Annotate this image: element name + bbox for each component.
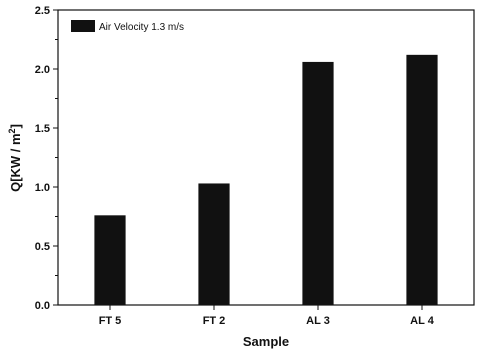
legend-label: Air Velocity 1.3 m/s xyxy=(99,22,184,33)
y-tick-label: 0.0 xyxy=(35,300,50,312)
y-tick-label: 0.5 xyxy=(35,241,50,253)
x-axis: FT 5 FT 2 AL 3 AL 4 xyxy=(99,305,435,327)
bar-al-4 xyxy=(406,54,438,306)
bar-al-3 xyxy=(302,61,334,305)
x-tick-label: FT 5 xyxy=(99,315,122,327)
y-axis-title: Q[KW / m2] xyxy=(7,124,23,192)
y-axis-title-end: ] xyxy=(8,124,23,128)
legend: Air Velocity 1.3 m/s xyxy=(71,20,184,33)
y-tick-label: 2.5 xyxy=(35,5,50,17)
bar-ft-2 xyxy=(198,183,230,305)
x-tick-label: AL 4 xyxy=(410,315,435,327)
bar-ft-5 xyxy=(94,215,126,305)
x-axis-title: Sample xyxy=(243,334,289,349)
x-tick-label: AL 3 xyxy=(306,315,330,327)
y-tick-label: 1.0 xyxy=(35,182,50,194)
y-axis-title-base: Q[KW / m xyxy=(8,133,23,192)
y-axis: 0.0 0.5 1.0 1.5 2.0 2.5 xyxy=(35,5,58,312)
y-axis-title-sup: 2 xyxy=(7,128,17,133)
bars-group xyxy=(94,54,438,306)
x-tick-label: FT 2 xyxy=(203,315,226,327)
legend-swatch xyxy=(71,20,95,32)
y-tick-label: 1.5 xyxy=(35,123,50,135)
y-tick-label: 2.0 xyxy=(35,64,50,76)
